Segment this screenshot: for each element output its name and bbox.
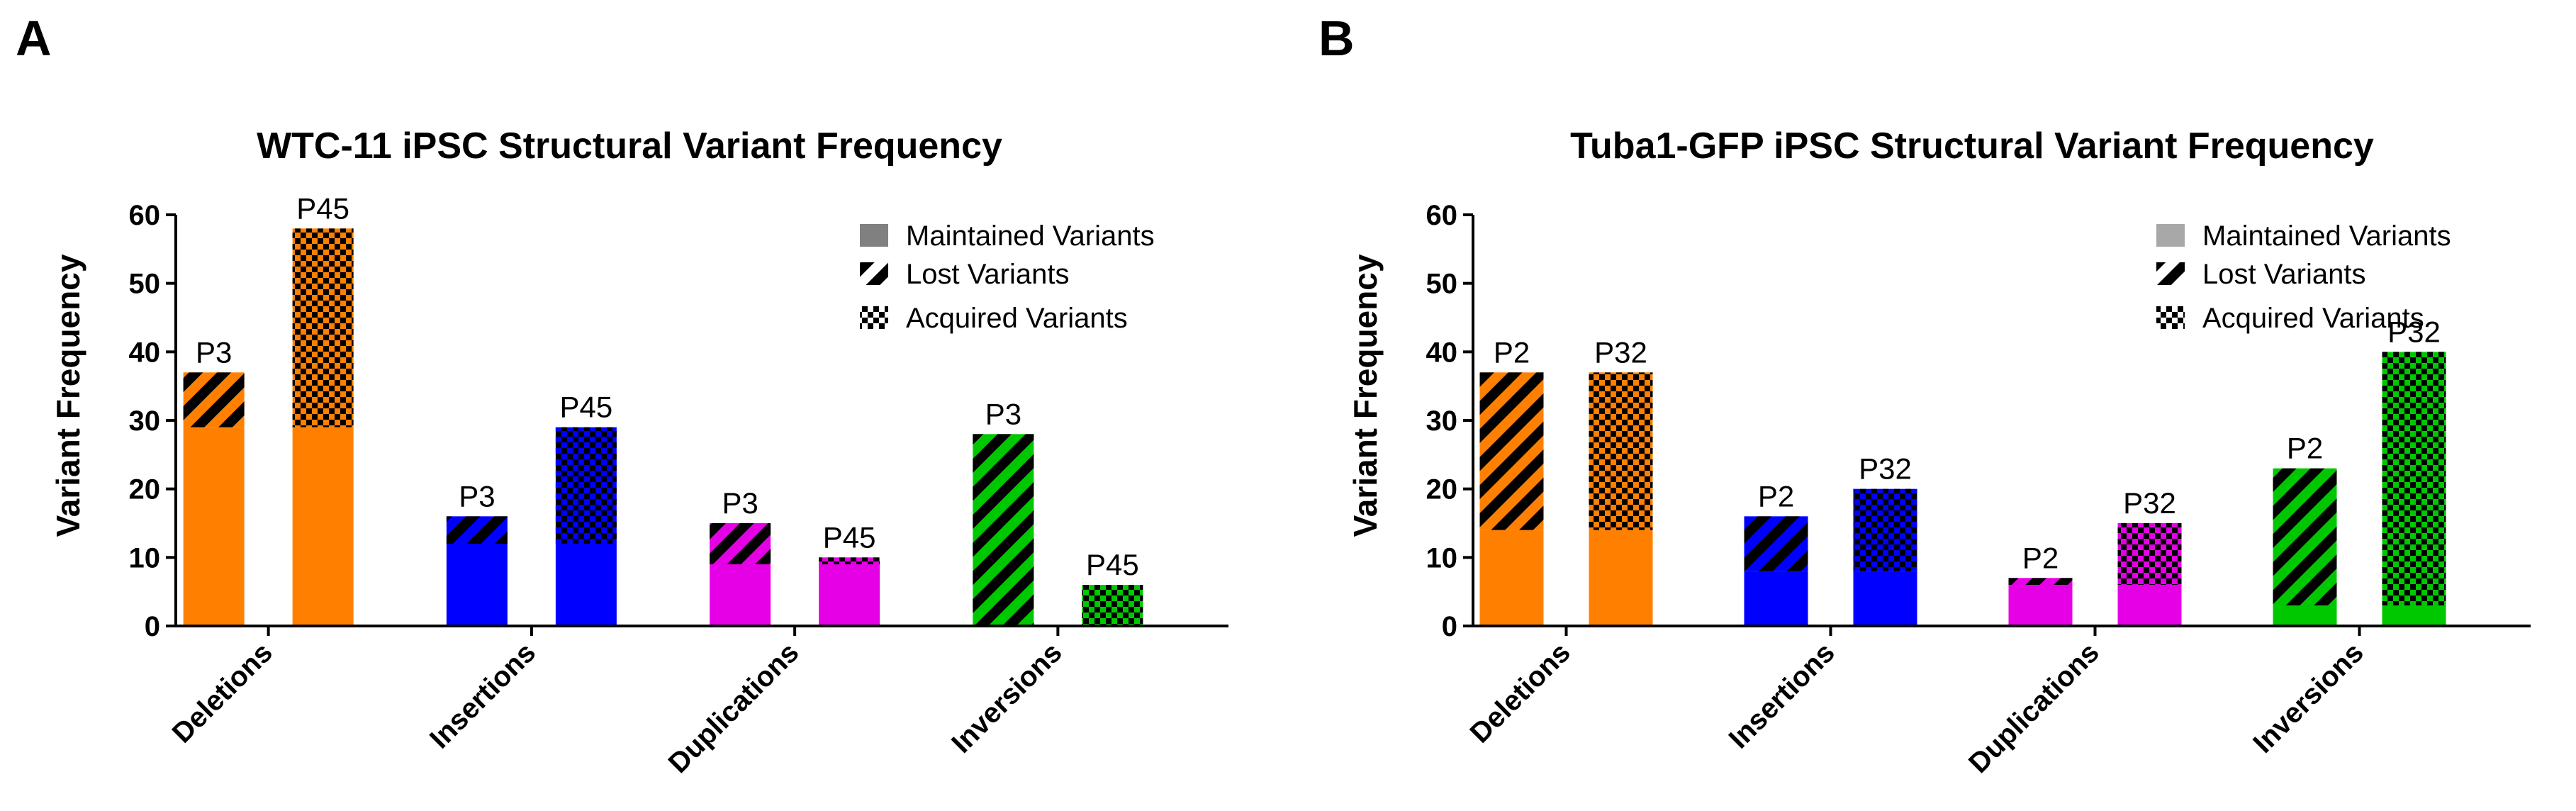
bar-label: P32 [1859, 452, 1912, 486]
legend: Maintained Variants Lost Variants Acquir… [2156, 220, 2451, 334]
x-tick-label: Deletions [1464, 637, 1576, 749]
bars: P3 P45 P3 P45 P3 P45 P3 P45 [183, 191, 1143, 626]
y-tick-label: 60 [129, 200, 161, 231]
bar-segment-maintained [446, 544, 508, 626]
bar-segment-maintained [183, 427, 245, 626]
bar-segment-maintained [1479, 530, 1544, 626]
x-tick-label: Inversions [2247, 637, 2370, 759]
bar-segment-acquired [1082, 585, 1143, 626]
bar-segment-maintained [1589, 530, 1653, 626]
bar-segment-acquired [555, 427, 617, 544]
legend-swatch-maintained [860, 224, 888, 247]
bar-segment-lost [1479, 372, 1544, 530]
bar-label: P2 [1494, 335, 1530, 369]
bar-segment-maintained [2273, 605, 2337, 626]
bar-segment-lost [183, 372, 245, 427]
y-tick-label: 0 [145, 611, 160, 642]
y-tick-label: 30 [129, 406, 161, 437]
bar-segment-maintained [2008, 585, 2073, 626]
y-tick-label: 50 [1426, 269, 1458, 300]
bar-segment-maintained [2117, 585, 2182, 626]
y-tick-label: 40 [129, 337, 161, 368]
bar-label: P45 [1086, 548, 1139, 581]
x-tick-label: Inversions [946, 637, 1068, 759]
y-tick-label: 10 [1426, 542, 1458, 574]
x-ticks: Deletions Insertions Duplications Inversion… [167, 626, 1068, 779]
x-ticks: Deletions Insertions Duplications Inversion… [1464, 626, 2370, 779]
legend-swatch-acquired [2156, 306, 2185, 329]
bar-segment-lost [2273, 468, 2337, 605]
bar-segment-maintained [819, 564, 880, 626]
legend-label-acquired: Acquired Variants [2202, 303, 2424, 334]
y-tick-label: 30 [1426, 406, 1458, 437]
y-tick-label: 40 [1426, 337, 1458, 368]
bar-segment-acquired [1589, 372, 1653, 530]
bar-label: P45 [823, 520, 876, 554]
y-tick-label: 0 [1442, 611, 1457, 642]
bar-label: P2 [2022, 541, 2059, 574]
y-tick-label: 20 [129, 474, 161, 505]
bar-segment-maintained [292, 427, 354, 626]
bar-label: P3 [985, 397, 1021, 430]
bar-segment-acquired [819, 557, 880, 564]
bar-label: P45 [560, 391, 613, 424]
legend-label-lost: Lost Variants [906, 259, 1070, 290]
bar-segment-maintained [1744, 571, 1808, 626]
legend-swatch-lost [860, 262, 888, 285]
bar-label: P3 [722, 486, 758, 520]
y-tick-label: 10 [129, 542, 161, 574]
x-tick-label: Duplications [1963, 637, 2105, 779]
legend-label-maintained: Maintained Variants [2202, 220, 2451, 252]
legend-swatch-lost [2156, 262, 2185, 285]
bar-segment-lost [710, 523, 771, 564]
y-tick-label: 50 [129, 269, 161, 300]
x-tick-label: Duplications [663, 637, 805, 779]
legend: Maintained Variants Lost Variants Acquir… [860, 220, 1155, 334]
bar-label: P3 [196, 335, 232, 369]
bar-segment-acquired [2117, 523, 2182, 585]
bar-label: P3 [459, 479, 495, 513]
bar-segment-lost [973, 434, 1034, 626]
bar-segment-acquired [2382, 352, 2446, 605]
y-axis-label: Variant Frequency [1347, 254, 1384, 537]
bar-label: P2 [2287, 432, 2323, 465]
legend-label-lost: Lost Variants [2202, 259, 2366, 290]
chart-panel-b: Tuba1-GFP iPSC Structural Variant Freque… [1347, 125, 2531, 779]
bar-label: P2 [1758, 479, 1794, 513]
y-tick-label: 20 [1426, 474, 1458, 505]
legend-label-maintained: Maintained Variants [906, 220, 1155, 252]
y-ticks: 0 10 20 30 40 50 60 [129, 200, 176, 642]
bar-segment-maintained [555, 544, 617, 626]
bar-label: P32 [2387, 315, 2441, 348]
bar-segment-acquired [292, 228, 354, 427]
bar-label: P45 [296, 191, 349, 225]
bar-label: P32 [2123, 486, 2176, 520]
chart-title: WTC-11 iPSC Structural Variant Frequency [257, 125, 1002, 167]
x-tick-label: Insertions [424, 637, 542, 754]
legend-label-acquired: Acquired Variants [906, 303, 1128, 334]
panel-letter-b: B [1318, 11, 1355, 66]
panel-letter-a: A [16, 11, 52, 66]
bar-segment-maintained [2382, 605, 2446, 626]
bar-segment-lost [2008, 578, 2073, 585]
bar-segment-maintained [710, 564, 771, 626]
chart-title: Tuba1-GFP iPSC Structural Variant Freque… [1570, 125, 2374, 167]
bar-segment-maintained [1853, 571, 1917, 626]
legend-swatch-acquired [860, 306, 888, 329]
bar-label: P32 [1594, 335, 1647, 369]
x-tick-label: Deletions [167, 637, 279, 749]
bars: P2 P32 P2 P32 P2 P32 P2 P32 [1479, 315, 2446, 626]
chart-panel-a: WTC-11 iPSC Structural Variant Frequency… [50, 125, 1228, 779]
y-axis-label: Variant Frequency [50, 254, 86, 537]
y-tick-label: 60 [1426, 200, 1458, 231]
bar-segment-lost [1744, 516, 1808, 571]
x-tick-label: Insertions [1723, 637, 1841, 754]
y-ticks: 0 10 20 30 40 50 60 [1426, 200, 1473, 642]
bar-segment-lost [446, 516, 508, 544]
legend-swatch-maintained [2156, 224, 2185, 247]
bar-segment-acquired [1853, 488, 1917, 571]
